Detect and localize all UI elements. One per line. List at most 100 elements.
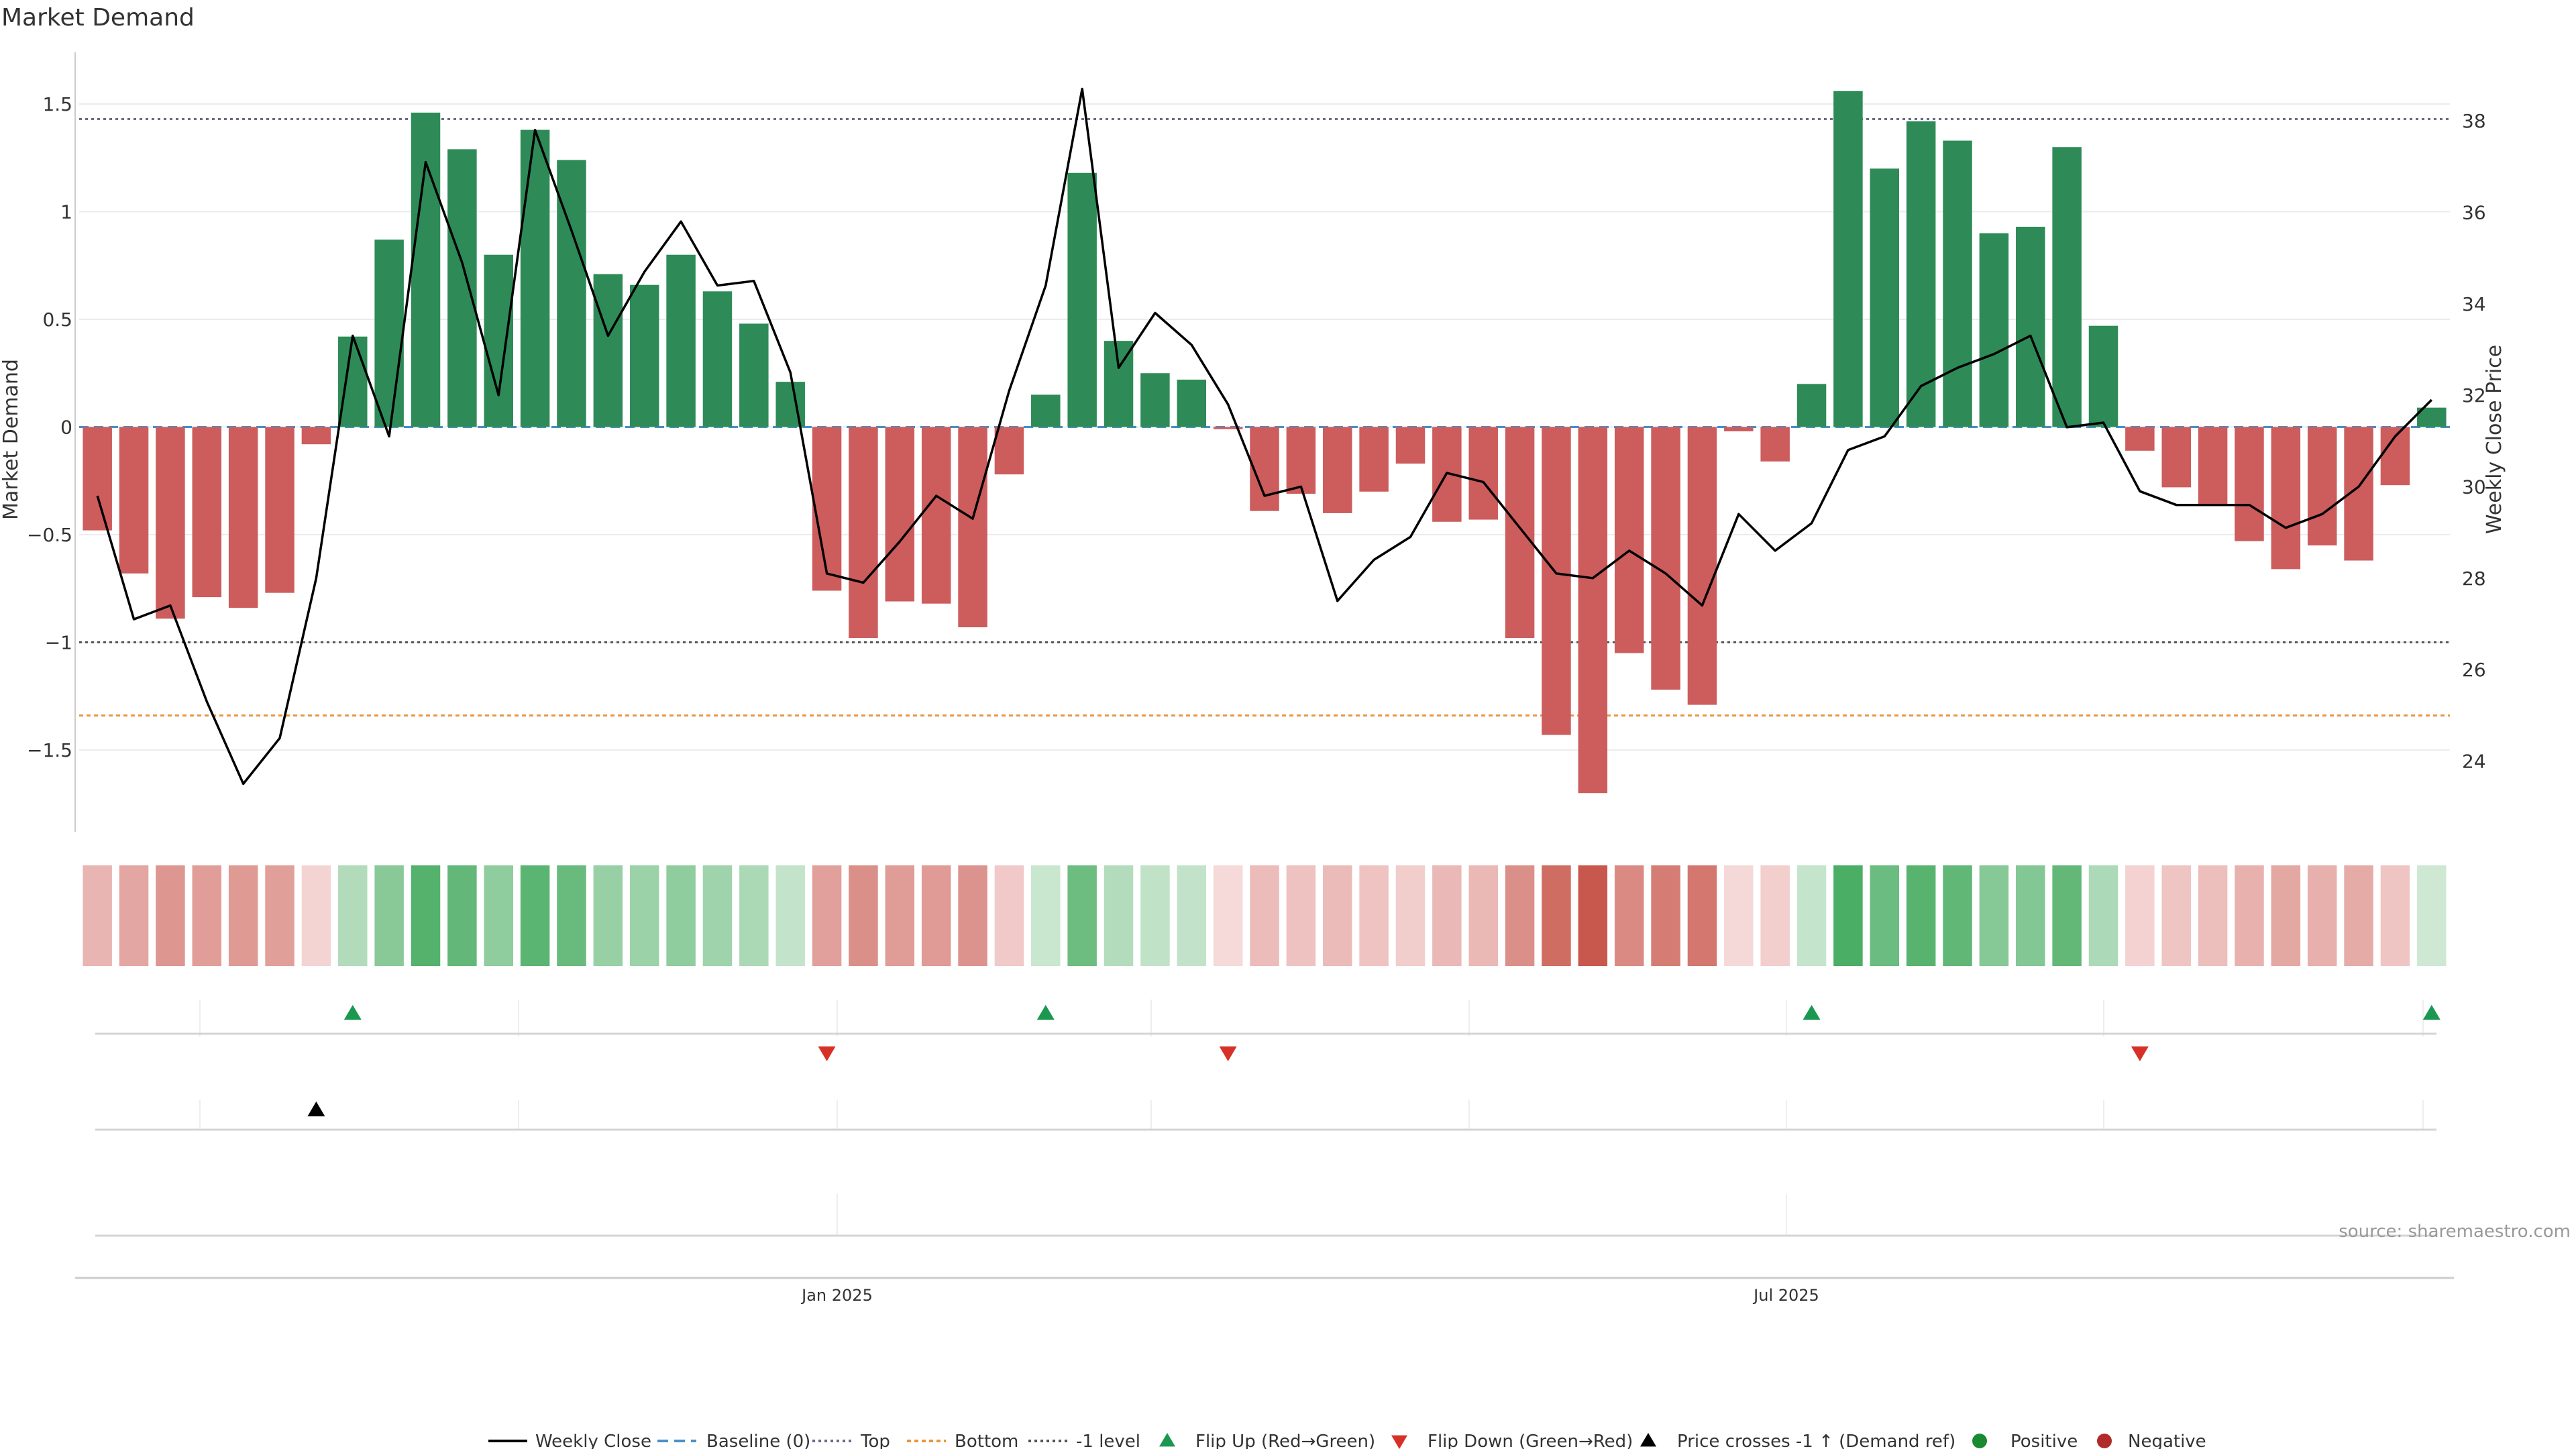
strip-cell-40	[1542, 865, 1571, 966]
strip-cell-9	[411, 865, 441, 966]
demand-bar-57	[2161, 427, 2191, 488]
flip-down-marker-0	[818, 1046, 836, 1061]
demand-bar-55	[2088, 325, 2118, 427]
demand-bar-30	[1177, 379, 1207, 427]
right-tick-label-5: 34	[2462, 293, 2486, 315]
demand-bar-10	[447, 149, 477, 427]
demand-bar-26	[1031, 394, 1061, 427]
strip-cell-32	[1250, 865, 1279, 966]
right-axis-label: Weekly Close Price	[2483, 345, 2506, 534]
strip-cell-2	[156, 865, 185, 966]
strip-cell-25	[994, 865, 1024, 966]
demand-bar-24	[958, 427, 987, 628]
strip-cell-58	[2198, 865, 2228, 966]
demand-bar-40	[1542, 427, 1571, 735]
strip-cell-44	[1687, 865, 1717, 966]
legend-swatch-7	[1640, 1433, 1656, 1447]
right-tick-label-6: 36	[2462, 202, 2486, 224]
demand-bar-58	[2198, 427, 2228, 505]
demand-bar-11	[484, 254, 513, 427]
left-tick-label-1: −1	[45, 632, 72, 654]
demand-bars	[83, 91, 2447, 794]
flip-up-marker-1	[1036, 1005, 1055, 1020]
demand-bar-51	[1943, 140, 1972, 427]
demand-bar-7	[338, 336, 368, 427]
demand-bar-25	[994, 427, 1024, 475]
demand-bar-48	[1833, 91, 1863, 427]
strip-cell-18	[739, 865, 769, 966]
demand-bar-36	[1395, 427, 1426, 464]
strip-cell-50	[1906, 865, 1936, 966]
strip-cell-29	[1140, 865, 1170, 966]
strip-cell-4	[228, 865, 258, 966]
flip-up-marker-3	[2422, 1005, 2440, 1020]
demand-bar-35	[1359, 427, 1389, 492]
legend-label-6: Flip Down (Green→Red)	[1428, 1432, 1633, 1449]
strip-cell-59	[2235, 865, 2264, 966]
legend-swatch-8	[1972, 1434, 1987, 1448]
left-tick-label-5: 1	[60, 201, 72, 223]
strip-cell-27	[1067, 865, 1097, 966]
strip-cell-1	[119, 865, 149, 966]
right-tick-label-7: 38	[2462, 110, 2486, 132]
strip-cell-38	[1468, 865, 1498, 966]
left-tick-label-6: 1.5	[42, 93, 72, 115]
demand-bar-6	[301, 427, 331, 445]
right-tick-label-3: 30	[2462, 476, 2486, 498]
demand-bar-45	[1724, 427, 1754, 431]
demand-bar-3	[192, 427, 222, 598]
demand-bar-16	[666, 254, 696, 427]
strip-cell-48	[1833, 865, 1863, 966]
strip-cell-51	[1943, 865, 1972, 966]
demand-bar-12	[520, 129, 550, 427]
left-axis: −1.5 −1 −0.5 0 0.5 1 1.5	[27, 52, 76, 832]
left-axis-label: Market Demand	[0, 359, 23, 520]
right-tick-label-1: 26	[2462, 659, 2486, 681]
strip-cell-0	[83, 865, 112, 966]
flip-up-marker-2	[1803, 1005, 1821, 1020]
legend-swatch-9	[2097, 1434, 2112, 1448]
strip-cell-26	[1031, 865, 1061, 966]
strip-cell-63	[2380, 865, 2410, 966]
demand-bar-60	[2271, 427, 2301, 570]
demand-bar-47	[1796, 384, 1827, 427]
strip-cell-55	[2088, 865, 2118, 966]
demand-bar-52	[1979, 233, 2009, 427]
demand-bar-59	[2235, 427, 2264, 541]
strip-cell-37	[1432, 865, 1462, 966]
demand-bar-9	[411, 112, 441, 427]
demand-bar-54	[2052, 147, 2082, 427]
legend-label-1: Baseline (0)	[706, 1432, 810, 1449]
legend: Weekly Close Baseline (0) Top Bottom -1 leve…	[488, 1432, 2206, 1449]
strip-cell-42	[1614, 865, 1644, 966]
strip-cell-15	[629, 865, 659, 966]
demand-bar-20	[812, 427, 842, 591]
strip-cell-19	[775, 865, 805, 966]
demand-bar-17	[702, 291, 733, 427]
strip-cell-23	[921, 865, 951, 966]
demand-bar-31	[1213, 427, 1243, 429]
strip-cell-10	[447, 865, 477, 966]
legend-label-7: Price crosses -1 ↑ (Demand ref)	[1677, 1432, 1955, 1449]
x-axis: Jan 2025 Jul 2025	[75, 1277, 2454, 1305]
strip-cell-16	[666, 865, 696, 966]
strip-cell-13	[557, 865, 586, 966]
demand-bar-46	[1760, 427, 1790, 462]
legend-label-4: -1 level	[1076, 1432, 1140, 1449]
strip-cell-39	[1505, 865, 1535, 966]
legend-label-0: Weekly Close	[535, 1432, 651, 1449]
strip-cell-17	[702, 865, 733, 966]
strip-cell-33	[1286, 865, 1316, 966]
demand-bar-22	[885, 427, 915, 602]
demand-bar-27	[1067, 172, 1097, 427]
strip-cell-5	[265, 865, 294, 966]
strip-cell-43	[1651, 865, 1680, 966]
strip-cell-11	[484, 865, 513, 966]
legend-swatch-5	[1159, 1433, 1175, 1447]
strip-cell-49	[1870, 865, 1900, 966]
strip-cell-54	[2052, 865, 2082, 966]
demand-bar-14	[593, 274, 623, 427]
chart-title: Market Demand	[1, 4, 195, 32]
strip-cell-52	[1979, 865, 2009, 966]
